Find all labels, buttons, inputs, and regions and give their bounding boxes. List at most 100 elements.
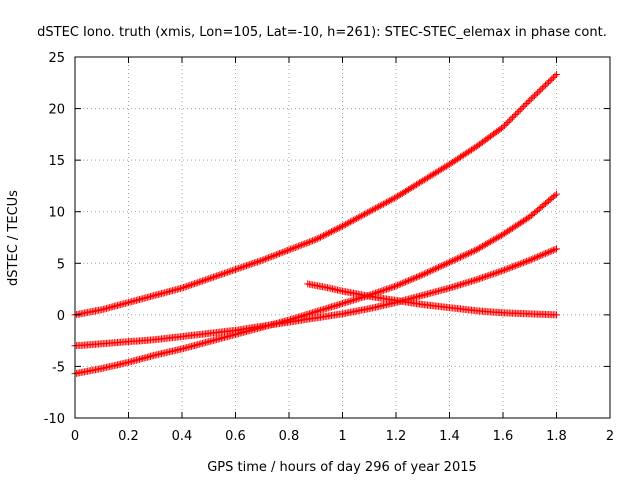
data-point <box>361 210 369 218</box>
data-point <box>468 248 476 256</box>
data-point <box>372 204 380 212</box>
data-point <box>239 263 247 271</box>
data-point <box>538 251 546 259</box>
data-point <box>348 217 356 225</box>
y-tick-label: 15 <box>48 154 65 169</box>
data-point <box>186 281 194 289</box>
data-point <box>381 199 389 207</box>
data-point <box>496 268 504 276</box>
data-point <box>389 195 397 203</box>
data-point <box>521 101 529 109</box>
data-point <box>192 279 200 287</box>
data-point <box>412 273 420 281</box>
data-point <box>337 223 345 231</box>
data-point <box>546 77 554 85</box>
data-point <box>331 226 339 234</box>
data-point <box>549 246 557 254</box>
data-point <box>516 260 524 268</box>
data-point <box>260 256 268 264</box>
data-point <box>453 255 461 263</box>
data-point <box>180 283 188 291</box>
data-point <box>241 262 249 270</box>
data-point <box>474 245 482 253</box>
y-tick-label: 20 <box>48 103 65 118</box>
data-point <box>189 280 197 288</box>
data-point <box>479 242 487 250</box>
data-point <box>323 230 331 238</box>
data-point <box>351 215 359 223</box>
data-point <box>280 248 288 256</box>
data-point <box>384 285 392 293</box>
data-point <box>282 247 290 255</box>
data-point <box>209 273 217 281</box>
grid-lines <box>75 57 610 418</box>
x-tick-label: 0 <box>71 429 79 444</box>
data-point <box>335 224 343 232</box>
data-point <box>411 274 419 282</box>
data-point <box>206 274 214 282</box>
data-point <box>401 278 409 286</box>
data-point <box>493 269 501 277</box>
data-point <box>394 281 402 289</box>
data-point <box>444 259 452 267</box>
data-point <box>530 254 538 262</box>
data-point <box>384 198 392 206</box>
data-point <box>243 262 251 270</box>
data-point <box>219 270 227 278</box>
data-point <box>390 283 398 291</box>
data-point <box>433 264 441 272</box>
data-point <box>365 208 373 216</box>
data-point <box>490 270 498 278</box>
data-point <box>545 78 553 86</box>
data-point <box>246 261 254 269</box>
data-point <box>194 279 202 287</box>
data-point <box>356 213 364 221</box>
data-point <box>449 257 457 265</box>
data-point <box>326 228 334 236</box>
data-point <box>477 274 485 282</box>
data-point <box>276 250 284 258</box>
data-point <box>346 218 354 226</box>
data-series <box>304 280 560 319</box>
data-point <box>537 252 545 260</box>
data-point <box>195 278 203 286</box>
data-point <box>541 81 549 89</box>
data-point <box>299 240 307 248</box>
data-point <box>379 200 387 208</box>
data-point <box>551 192 559 200</box>
data-point <box>512 262 520 270</box>
data-series <box>71 71 560 319</box>
data-point <box>205 275 213 283</box>
x-tick-label: 1.2 <box>386 429 407 444</box>
data-point <box>272 251 280 259</box>
data-point <box>482 240 490 248</box>
data-point <box>460 252 468 260</box>
data-point <box>288 245 296 253</box>
data-point <box>302 239 310 247</box>
data-point <box>197 277 205 285</box>
data-point <box>225 268 233 276</box>
data-point <box>430 266 438 274</box>
data-point <box>354 214 362 222</box>
data-point <box>523 257 531 265</box>
data-point <box>420 270 428 278</box>
y-tick-labels: -10 -5 0 5 10 15 20 25 <box>44 51 65 427</box>
data-points <box>71 71 560 378</box>
data-point <box>406 276 414 284</box>
data-point <box>553 245 560 253</box>
data-point <box>364 209 372 217</box>
data-point <box>414 273 422 281</box>
data-point <box>524 257 532 265</box>
data-point <box>398 279 406 287</box>
data-point <box>386 284 394 292</box>
data-point <box>521 258 529 266</box>
data-point <box>551 246 559 254</box>
data-point <box>526 96 534 104</box>
data-point <box>422 269 430 277</box>
data-point <box>519 103 527 111</box>
data-point <box>405 277 413 285</box>
data-point <box>277 249 285 257</box>
y-tick-label: 25 <box>48 51 65 66</box>
data-point <box>357 212 365 220</box>
data-point <box>304 239 312 247</box>
